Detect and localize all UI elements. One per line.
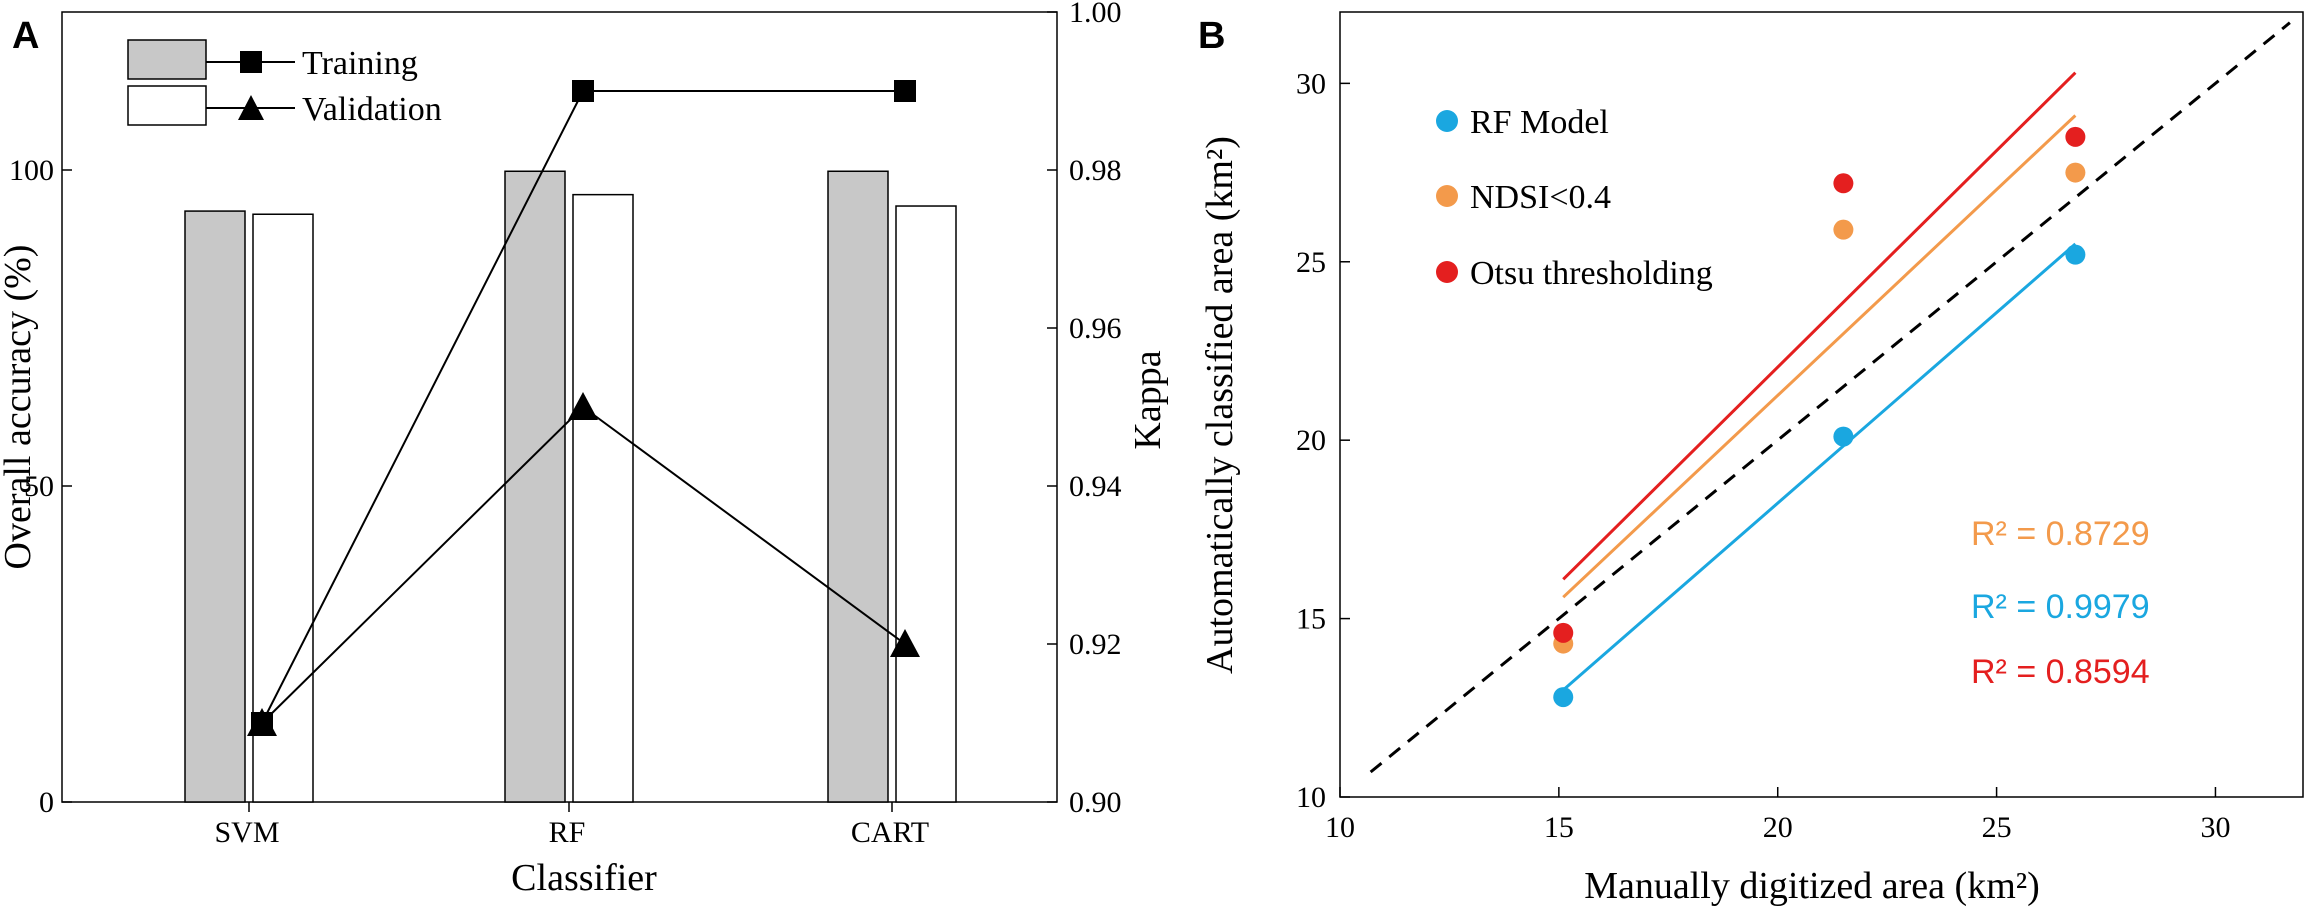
panel-a-label: A	[12, 15, 39, 57]
legend-label-otsu: Otsu thresholding	[1470, 255, 1713, 292]
legend-training-label: Training	[302, 45, 418, 82]
left-tick-label: 0	[39, 786, 54, 819]
bar-validation-rf	[572, 193, 634, 803]
legend-training-square-marker	[240, 51, 262, 73]
bar-validation-cart	[895, 205, 957, 803]
right-tick-label: 0.98	[1069, 154, 1122, 187]
one-to-one-dashed-line	[1369, 21, 2291, 774]
point-otsu	[1833, 173, 1854, 194]
panel-a-right-axis-title: Kappa	[1127, 350, 1169, 449]
right-tick-label: 0.92	[1069, 628, 1122, 661]
right-tick-label: 0.90	[1069, 786, 1122, 819]
point-otsu	[1553, 622, 1574, 643]
panel-a-right-ticks: 0.90 0.92 0.94 0.96 0.98 1.00	[1047, 0, 1122, 819]
panel-a-left-ticks: 0 50 100	[9, 154, 72, 819]
category-label-cart: CART	[851, 816, 929, 849]
panel-b-r2-labels: R² = 0.9979 R² = 0.8729 R² = 0.8594	[1971, 515, 2150, 691]
x-tick-label: 15	[1544, 811, 1574, 844]
right-tick-label: 1.00	[1069, 0, 1122, 29]
bar-training-rf	[504, 170, 566, 803]
point-otsu	[2065, 126, 2086, 147]
panel-b-reference-line	[1369, 21, 2291, 774]
y-tick-label: 25	[1296, 246, 1326, 279]
category-label-svm: SVM	[214, 816, 279, 849]
bar-validation-svm	[252, 213, 314, 803]
legend-swatch-rf-model	[1436, 110, 1458, 132]
panel-b-legend: RF Model NDSI<0.4 Otsu thresholding	[1436, 104, 1713, 292]
x-tick-label: 25	[1982, 811, 2012, 844]
legend-swatch-otsu	[1436, 261, 1458, 283]
panel-a-x-ticks: SVM RF CART	[214, 802, 929, 849]
left-tick-label: 100	[9, 154, 54, 187]
panel-b-x-ticks: 10 15 20 25 30	[1325, 787, 2230, 844]
panel-a-kappa-lines	[247, 80, 920, 736]
panel-b-points	[1553, 126, 2086, 708]
fit-line-ndsi	[1562, 114, 2077, 599]
point-rf-model	[1553, 687, 1574, 708]
category-label-rf: RF	[549, 816, 586, 849]
panel-b-fit-lines	[1562, 71, 2077, 692]
panel-b: B 10 15 20 25 30 10 15 20 25 30 RF Model NDSI<0.4…	[1198, 11, 2304, 907]
legend-validation-bar-swatch	[127, 85, 207, 126]
x-tick-label: 20	[1763, 811, 1793, 844]
panel-a-legend: Training Validation	[127, 39, 442, 128]
kappa-training-point-cart	[894, 80, 916, 102]
kappa-validation-point-cart	[890, 629, 920, 657]
bar-training-svm	[184, 210, 246, 803]
point-rf-model	[1833, 426, 1854, 447]
panel-b-plot-frame	[1339, 11, 2304, 798]
panel-a-x-axis-title: Classifier	[511, 857, 657, 899]
r2-label-ndsi: R² = 0.8729	[1971, 515, 2150, 553]
r2-label-rf-model: R² = 0.9979	[1971, 588, 2150, 626]
legend-swatch-ndsi	[1436, 185, 1458, 207]
kappa-training-point-svm	[251, 712, 273, 734]
y-tick-label: 30	[1296, 67, 1326, 100]
point-rf-model	[2065, 244, 2086, 265]
panel-a-left-axis-title: Overall accuracy (%)	[0, 245, 39, 570]
right-tick-label: 0.96	[1069, 312, 1122, 345]
right-tick-label: 0.94	[1069, 470, 1122, 503]
point-ndsi	[2065, 162, 2086, 183]
panel-b-y-ticks: 10 15 20 25 30	[1296, 67, 1350, 814]
left-tick-label: 50	[24, 470, 54, 503]
panel-b-x-axis-title: Manually digitized area (km²)	[1584, 865, 2040, 907]
r2-label-otsu: R² = 0.8594	[1971, 653, 2150, 691]
legend-training-bar-swatch	[127, 39, 207, 80]
legend-validation-triangle-marker	[238, 95, 264, 120]
y-tick-label: 10	[1296, 781, 1326, 814]
panel-a: A 0 50 100 0.90 0.92 0.94 0.96 0.98 1.00 SVM RF C…	[0, 0, 1169, 899]
panel-a-bars	[184, 170, 957, 803]
kappa-validation-point-rf	[568, 392, 598, 420]
legend-validation-label: Validation	[302, 91, 442, 128]
y-tick-label: 15	[1296, 603, 1326, 636]
fit-line-rf-model	[1562, 242, 2077, 692]
bar-training-cart	[827, 170, 889, 803]
panel-b-y-axis-title: Automatically classified area (km²)	[1199, 136, 1241, 674]
x-tick-label: 10	[1325, 811, 1355, 844]
fit-line-otsu	[1562, 71, 2077, 581]
kappa-training-point-rf	[572, 80, 594, 102]
point-ndsi	[1833, 219, 1854, 240]
legend-label-ndsi: NDSI<0.4	[1470, 179, 1611, 216]
y-tick-label: 20	[1296, 424, 1326, 457]
legend-label-rf-model: RF Model	[1470, 104, 1609, 141]
x-tick-label: 30	[2200, 811, 2230, 844]
panel-b-label: B	[1198, 15, 1225, 57]
